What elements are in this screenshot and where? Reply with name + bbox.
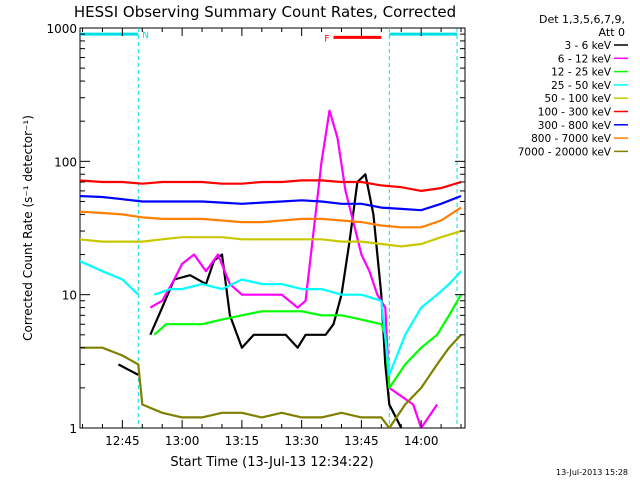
- series-line: [80, 206, 462, 229]
- plot-frame: [79, 27, 466, 429]
- x-tick-label: 13:45: [344, 434, 379, 448]
- legend-label: 300 - 800 keV: [538, 120, 612, 132]
- series-line: [80, 334, 462, 428]
- series-line: [80, 194, 462, 212]
- chart-title: HESSI Observing Summary Count Rates, Cor…: [74, 3, 456, 21]
- legend-label: 3 - 6 keV: [564, 40, 611, 52]
- y-tick-label: 1: [69, 422, 77, 436]
- series-line: [80, 179, 462, 192]
- y-tick-label: 10: [62, 289, 77, 303]
- series-line: [80, 260, 462, 376]
- y-axis: 1 10 100 1000: [46, 22, 465, 436]
- series-line: [153, 294, 462, 389]
- x-tick-label: 12:45: [105, 434, 140, 448]
- series-lines: [80, 109, 462, 428]
- x-axis: 12:45 13:00 13:15 13:30 13:45 14:00: [82, 28, 462, 448]
- y-tick-label: 100: [54, 155, 77, 169]
- legend-header-detectors: Det 1,3,5,6,7,9,: [539, 13, 625, 26]
- legend-label: 50 - 100 keV: [544, 93, 611, 105]
- y-axis-label: Corrected Count Rate (s⁻¹ detector⁻¹): [21, 115, 35, 341]
- timestamp: 13-Jul-2013 15:28: [556, 468, 628, 477]
- legend-label: 100 - 300 keV: [538, 107, 612, 119]
- x-tick-label: 13:15: [225, 434, 260, 448]
- series-line: [80, 230, 462, 248]
- legend-header-attenuator: Att 0: [599, 26, 625, 39]
- legend-label: 25 - 50 keV: [551, 80, 612, 92]
- series-line: [117, 173, 403, 428]
- flag-label: N: [142, 31, 149, 41]
- y-tick-label: 1000: [46, 22, 77, 36]
- legend-label: 6 - 12 keV: [558, 53, 612, 65]
- legend-label: 800 - 7000 keV: [531, 133, 612, 145]
- flag-label: F: [324, 34, 329, 44]
- legend-label: 12 - 25 keV: [551, 67, 612, 79]
- x-tick-label: 13:30: [284, 434, 319, 448]
- x-tick-label: 14:00: [404, 434, 439, 448]
- legend-label: 7000 - 20000 keV: [518, 146, 612, 158]
- x-axis-label: Start Time (13-Jul-13 12:34:22): [170, 455, 373, 470]
- x-tick-label: 13:00: [165, 434, 200, 448]
